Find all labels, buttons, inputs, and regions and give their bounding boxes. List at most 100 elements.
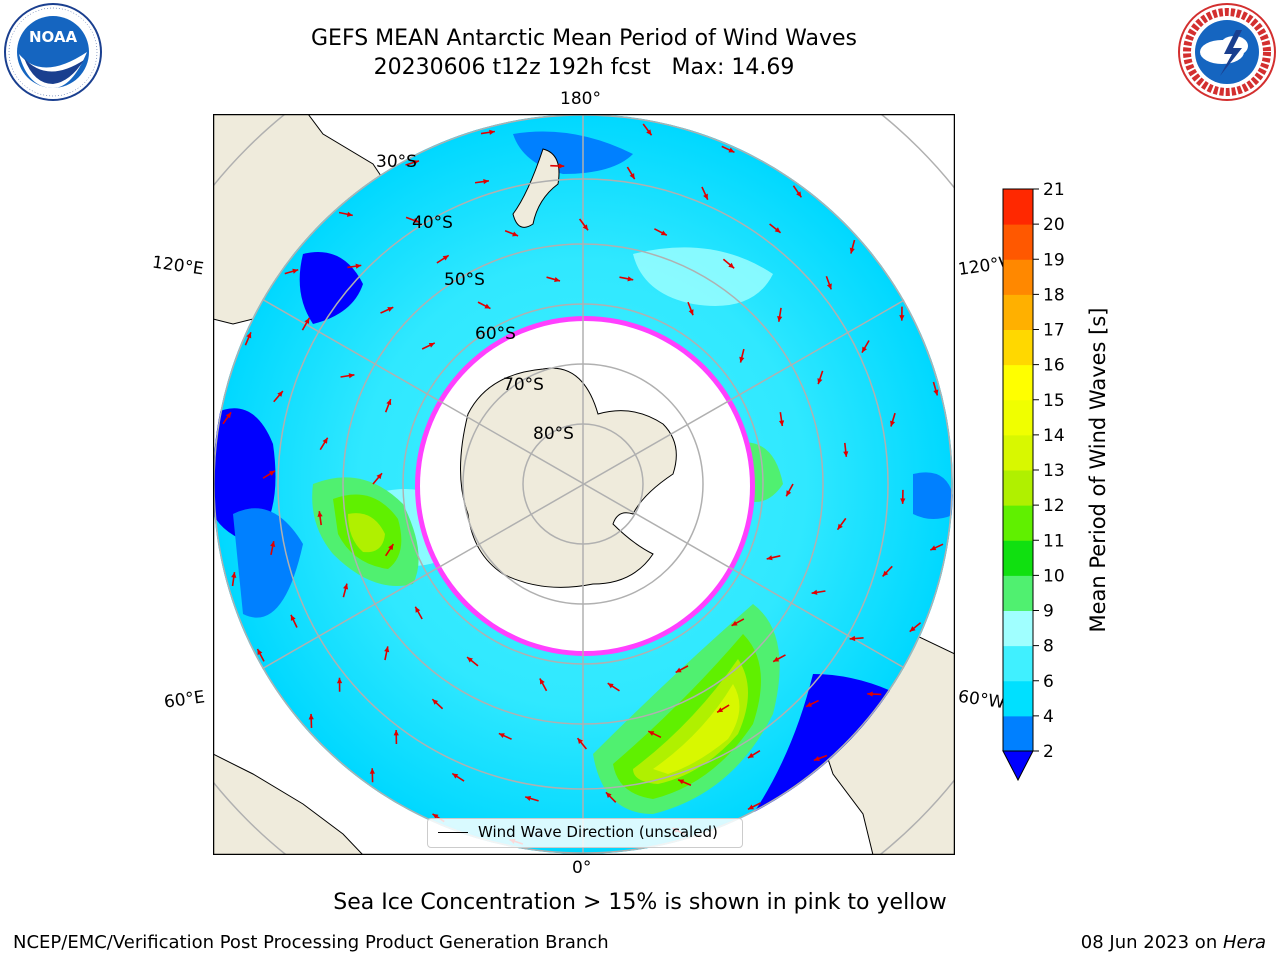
colorbar-under-triangle (1002, 750, 1034, 782)
colorbar-swatch (1003, 399, 1033, 436)
wind-arrow-head (747, 804, 754, 810)
wind-arrow-head (512, 231, 519, 237)
colorbar-swatch (1003, 259, 1033, 295)
wind-arrow-head (539, 678, 545, 685)
colorbar-swatch (1003, 434, 1033, 471)
wind-arrow-head (786, 490, 792, 497)
colorbar-tick-label: 17 (1043, 321, 1065, 341)
wind-arrow-head (607, 683, 614, 689)
colorbar-tick-label: 2 (1043, 742, 1054, 762)
wind-arrow-head (930, 545, 937, 551)
colorbar-swatch (1003, 540, 1033, 576)
wind-arrow-head (246, 332, 252, 339)
wind-arrow-head (909, 626, 916, 632)
wind-arrow-head (489, 129, 495, 135)
wind-arrow-head (739, 356, 745, 363)
colorbar: 2 4 6 8 9 10 11 12 13 14 15 16 17 18 19 20 21 (1002, 180, 1065, 782)
wind-arrow-head (384, 646, 390, 653)
wind-arrow-head (817, 378, 823, 385)
footer-branch: NCEP/EMC/Verification Post Processing Pr… (13, 932, 609, 953)
wind-arrow-head (369, 768, 375, 774)
wind-arrow-head (826, 283, 832, 290)
lon-label-0: 0° (572, 858, 592, 878)
wind-arrow-head (867, 691, 873, 697)
wind-arrow-head (484, 303, 491, 309)
wind-arrow-head (728, 147, 735, 153)
lat-label-70s: 70°S (503, 375, 544, 395)
colorbar-swatch (1003, 294, 1033, 330)
wind-arrow-head (231, 572, 237, 578)
wind-arrow-head (627, 276, 634, 282)
wind-arrow-head (225, 412, 232, 419)
nws-logo (1178, 3, 1276, 101)
wind-arrow-head (648, 731, 655, 736)
wind-arrow-head (849, 247, 855, 254)
wind-arrow-head (813, 756, 820, 761)
colorbar-swatch (1003, 470, 1033, 506)
lon-label-120e: 120°E (150, 252, 205, 280)
colorbar-swatch (1003, 364, 1033, 401)
wind-arrow-head (355, 263, 362, 269)
colorbar-swatch (1003, 680, 1033, 717)
wind-arrow-head (900, 498, 906, 504)
wind-arrow-head (432, 813, 439, 820)
chart-subtitle-date: 20230606 t12z 192h fcst Max: 14.69 (373, 55, 795, 80)
wind-arrow-head (731, 620, 738, 626)
wind-arrow-head (257, 649, 263, 656)
legend-label: Wind Wave Direction (unscaled) (478, 823, 718, 841)
lat-label-40s: 40°S (412, 213, 453, 233)
wind-arrow-head (806, 701, 813, 707)
wind-arrow-head (498, 733, 505, 739)
colorbar-tick-label: 9 (1043, 602, 1054, 622)
legend-line-icon (438, 832, 468, 833)
wind-arrow-head (629, 173, 635, 180)
wind-arrow-head (343, 583, 349, 590)
colorbar-swatch (1003, 329, 1033, 366)
chart-title: GEFS MEAN Antarctic Mean Period of Wind … (311, 26, 857, 51)
wind-arrow-head (861, 346, 867, 353)
wind-arrow-head (646, 129, 652, 136)
wind-arrow-head (393, 729, 399, 736)
wind-arrow-head (933, 389, 939, 396)
colorbar-swatch (1003, 505, 1033, 541)
footer-host: Hera (1222, 932, 1266, 953)
wind-arrow-head (428, 342, 435, 348)
wind-arrow-head (778, 420, 785, 427)
sea-ice-note: Sea Ice Concentration > 15% is shown in … (333, 890, 947, 915)
wind-arrow-head (304, 317, 310, 324)
footer-date-text: 08 Jun 2023 on (1080, 932, 1223, 953)
wind-arrow-head (432, 699, 439, 705)
wind-arrow-head (675, 667, 682, 673)
wind-arrow-head (415, 606, 421, 613)
wind-arrow-head (582, 224, 589, 231)
wind-arrow-head (890, 420, 896, 427)
colorbar-swatch (1003, 224, 1033, 260)
colorbar-swatch (1003, 645, 1033, 682)
wind-arrow-head (388, 544, 394, 551)
wind-arrow-head (376, 473, 383, 480)
wind-arrow-head (452, 773, 459, 779)
colorbar-tick-label: 11 (1043, 531, 1065, 551)
wind-arrow-head (605, 792, 612, 798)
wind-arrow-head (525, 795, 532, 801)
wind-arrow-head (843, 451, 849, 457)
wind-arrow-head (290, 614, 296, 621)
land-new-zealand (512, 148, 560, 228)
wind-arrow-head (467, 657, 473, 663)
colorbar-tick-label: 6 (1043, 672, 1054, 692)
colorbar-tick-label: 18 (1043, 285, 1065, 305)
colorbar-tick-label: 21 (1043, 180, 1065, 200)
wind-arrow-head (322, 437, 328, 444)
colorbar-tick-label: 19 (1043, 250, 1065, 270)
wind-arrow-head (308, 713, 314, 720)
wind-arrow-head (386, 399, 392, 406)
wind-arrow-head (317, 511, 323, 517)
wind-arrow-head (766, 555, 773, 561)
noaa-logo-text: NOAA (29, 28, 78, 46)
antarctic-wind-wave-map (213, 114, 955, 855)
colorbar-swatch (1003, 189, 1033, 225)
lat-label-30s: 30°S (376, 152, 417, 172)
wind-arrow-head (336, 677, 343, 684)
wind-arrow-head (882, 570, 889, 577)
wind-arrow-head (413, 217, 420, 223)
